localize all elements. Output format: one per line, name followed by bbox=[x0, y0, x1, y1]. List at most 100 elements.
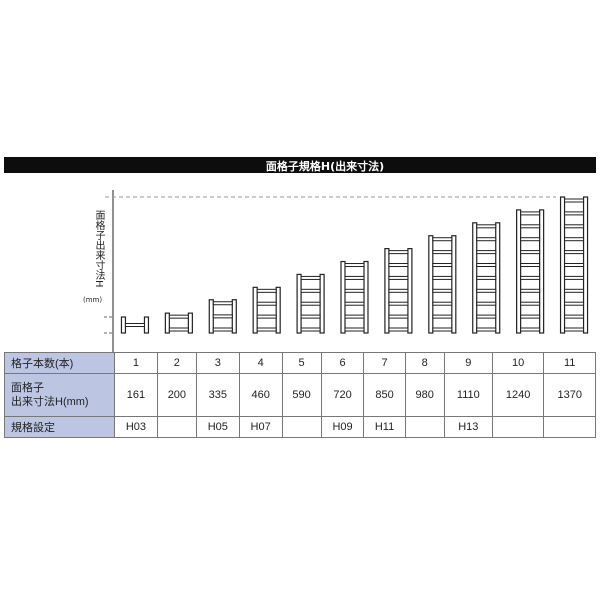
lattice-bar bbox=[476, 275, 497, 280]
table-cell: 2 bbox=[156, 352, 197, 374]
lattice-bar bbox=[168, 327, 189, 332]
lattice-rail bbox=[559, 196, 566, 334]
lattice-bar bbox=[520, 211, 541, 216]
table-cell: 3 bbox=[195, 352, 240, 374]
lattice-bar bbox=[388, 288, 409, 293]
lattice-bar bbox=[124, 323, 145, 328]
lattice-rail bbox=[495, 222, 501, 334]
lattice-bar bbox=[388, 314, 409, 319]
title-bar: 面格子規格H(出来寸法) bbox=[4, 157, 596, 173]
lattice-bar bbox=[212, 327, 233, 332]
lattice-bar bbox=[564, 211, 585, 216]
lattice-rail bbox=[319, 273, 325, 334]
table-cell: H11 bbox=[363, 416, 406, 438]
lattice-bar bbox=[476, 250, 497, 255]
table-cell: 8 bbox=[404, 352, 445, 374]
lattice-bar bbox=[476, 327, 497, 332]
lattice-bar bbox=[344, 288, 365, 293]
lattice-bar bbox=[432, 250, 453, 255]
lattice-rail bbox=[187, 312, 193, 334]
table-cell bbox=[156, 416, 197, 438]
lattice-bar bbox=[520, 275, 541, 280]
table-cell: 5 bbox=[281, 352, 322, 374]
lattice-bar bbox=[344, 301, 365, 306]
y-axis-unit: (mm) bbox=[83, 296, 103, 304]
lattice-rail bbox=[363, 260, 369, 334]
table-cell bbox=[491, 416, 545, 438]
lattice-bar bbox=[432, 314, 453, 319]
y-axis-label: 面格子出来寸法H bbox=[93, 210, 104, 288]
lattice-rail bbox=[340, 260, 346, 334]
lattice-bar bbox=[520, 314, 541, 319]
lattice-bar bbox=[564, 301, 585, 306]
lattice-bar bbox=[476, 301, 497, 306]
table-cell: 7 bbox=[363, 352, 406, 374]
table-cell: 460 bbox=[238, 373, 283, 417]
lattice-rail bbox=[296, 273, 302, 334]
lattice-bar bbox=[432, 237, 453, 242]
lattice-bar bbox=[256, 301, 277, 306]
lattice-rail bbox=[428, 235, 434, 334]
table-cell: H03 bbox=[114, 416, 158, 438]
table-cell: H05 bbox=[195, 416, 240, 438]
lattice-bar bbox=[300, 327, 321, 332]
table-cell: 1240 bbox=[491, 373, 545, 417]
table-cell: 1110 bbox=[443, 373, 493, 417]
lattice-rail bbox=[231, 299, 237, 334]
lattice-bar bbox=[564, 224, 585, 229]
lattice-bar bbox=[256, 288, 277, 293]
lattice-rail bbox=[384, 248, 390, 334]
table-cell: H09 bbox=[320, 416, 365, 438]
lattice-10 bbox=[516, 209, 545, 334]
table-cell: 590 bbox=[281, 373, 322, 417]
spec-table: 格子本数(本) 1 2 3 4 5 6 7 8 9 10 11 面格子 出来寸法H(mm) 161 20… bbox=[4, 352, 596, 438]
lattice-rail bbox=[143, 316, 150, 334]
table-cell: H13 bbox=[443, 416, 493, 438]
lattice-bar bbox=[476, 224, 497, 229]
table-cell: 200 bbox=[156, 373, 197, 417]
table-row-specs: 規格設定 H03 H05 H07 H09 H11 H13 bbox=[4, 416, 596, 438]
lattice-rail bbox=[472, 222, 478, 334]
lattice-bar bbox=[388, 250, 409, 255]
lattice-bar bbox=[520, 288, 541, 293]
lattice-bar bbox=[520, 327, 541, 332]
table-cell bbox=[543, 416, 596, 438]
table-cell: 850 bbox=[363, 373, 406, 417]
lattice-bar bbox=[564, 327, 585, 332]
lattice-rail bbox=[208, 299, 214, 334]
lattice-bar bbox=[564, 198, 585, 203]
lattice-bar bbox=[256, 327, 277, 332]
table-cell: 11 bbox=[543, 352, 596, 374]
table-cell: 980 bbox=[404, 373, 445, 417]
lattice-bar bbox=[388, 275, 409, 280]
lattice-1 bbox=[120, 316, 150, 334]
lattice-rail bbox=[407, 248, 413, 334]
lattice-3 bbox=[208, 299, 237, 334]
table-cell: 9 bbox=[443, 352, 493, 374]
lattice-rail bbox=[582, 196, 589, 334]
lattice-bar bbox=[300, 314, 321, 319]
table-cell: 6 bbox=[320, 352, 365, 374]
lattice-bar bbox=[300, 301, 321, 306]
lattice-bar bbox=[476, 263, 497, 268]
lattice-rail bbox=[164, 312, 170, 334]
table-row-counts: 格子本数(本) 1 2 3 4 5 6 7 8 9 10 11 bbox=[4, 352, 596, 374]
lattice-2 bbox=[164, 312, 193, 334]
lattice-6 bbox=[340, 260, 369, 334]
lattice-bar bbox=[564, 275, 585, 280]
lattice-bar bbox=[476, 288, 497, 293]
lattice-rail bbox=[451, 235, 457, 334]
lattice-rail bbox=[516, 209, 522, 334]
lattice-bar bbox=[212, 301, 233, 306]
lattice-bar bbox=[388, 263, 409, 268]
lattice-bar bbox=[344, 275, 365, 280]
table-cell: 10 bbox=[491, 352, 545, 374]
lattice-bar bbox=[168, 314, 189, 319]
lattice-bar bbox=[520, 263, 541, 268]
lattice-bar bbox=[476, 314, 497, 319]
lattice-7 bbox=[384, 248, 413, 334]
lattice-bar bbox=[564, 263, 585, 267]
lattice-bar bbox=[432, 288, 453, 293]
lattice-bar bbox=[212, 314, 233, 319]
lattice-11 bbox=[559, 196, 589, 334]
